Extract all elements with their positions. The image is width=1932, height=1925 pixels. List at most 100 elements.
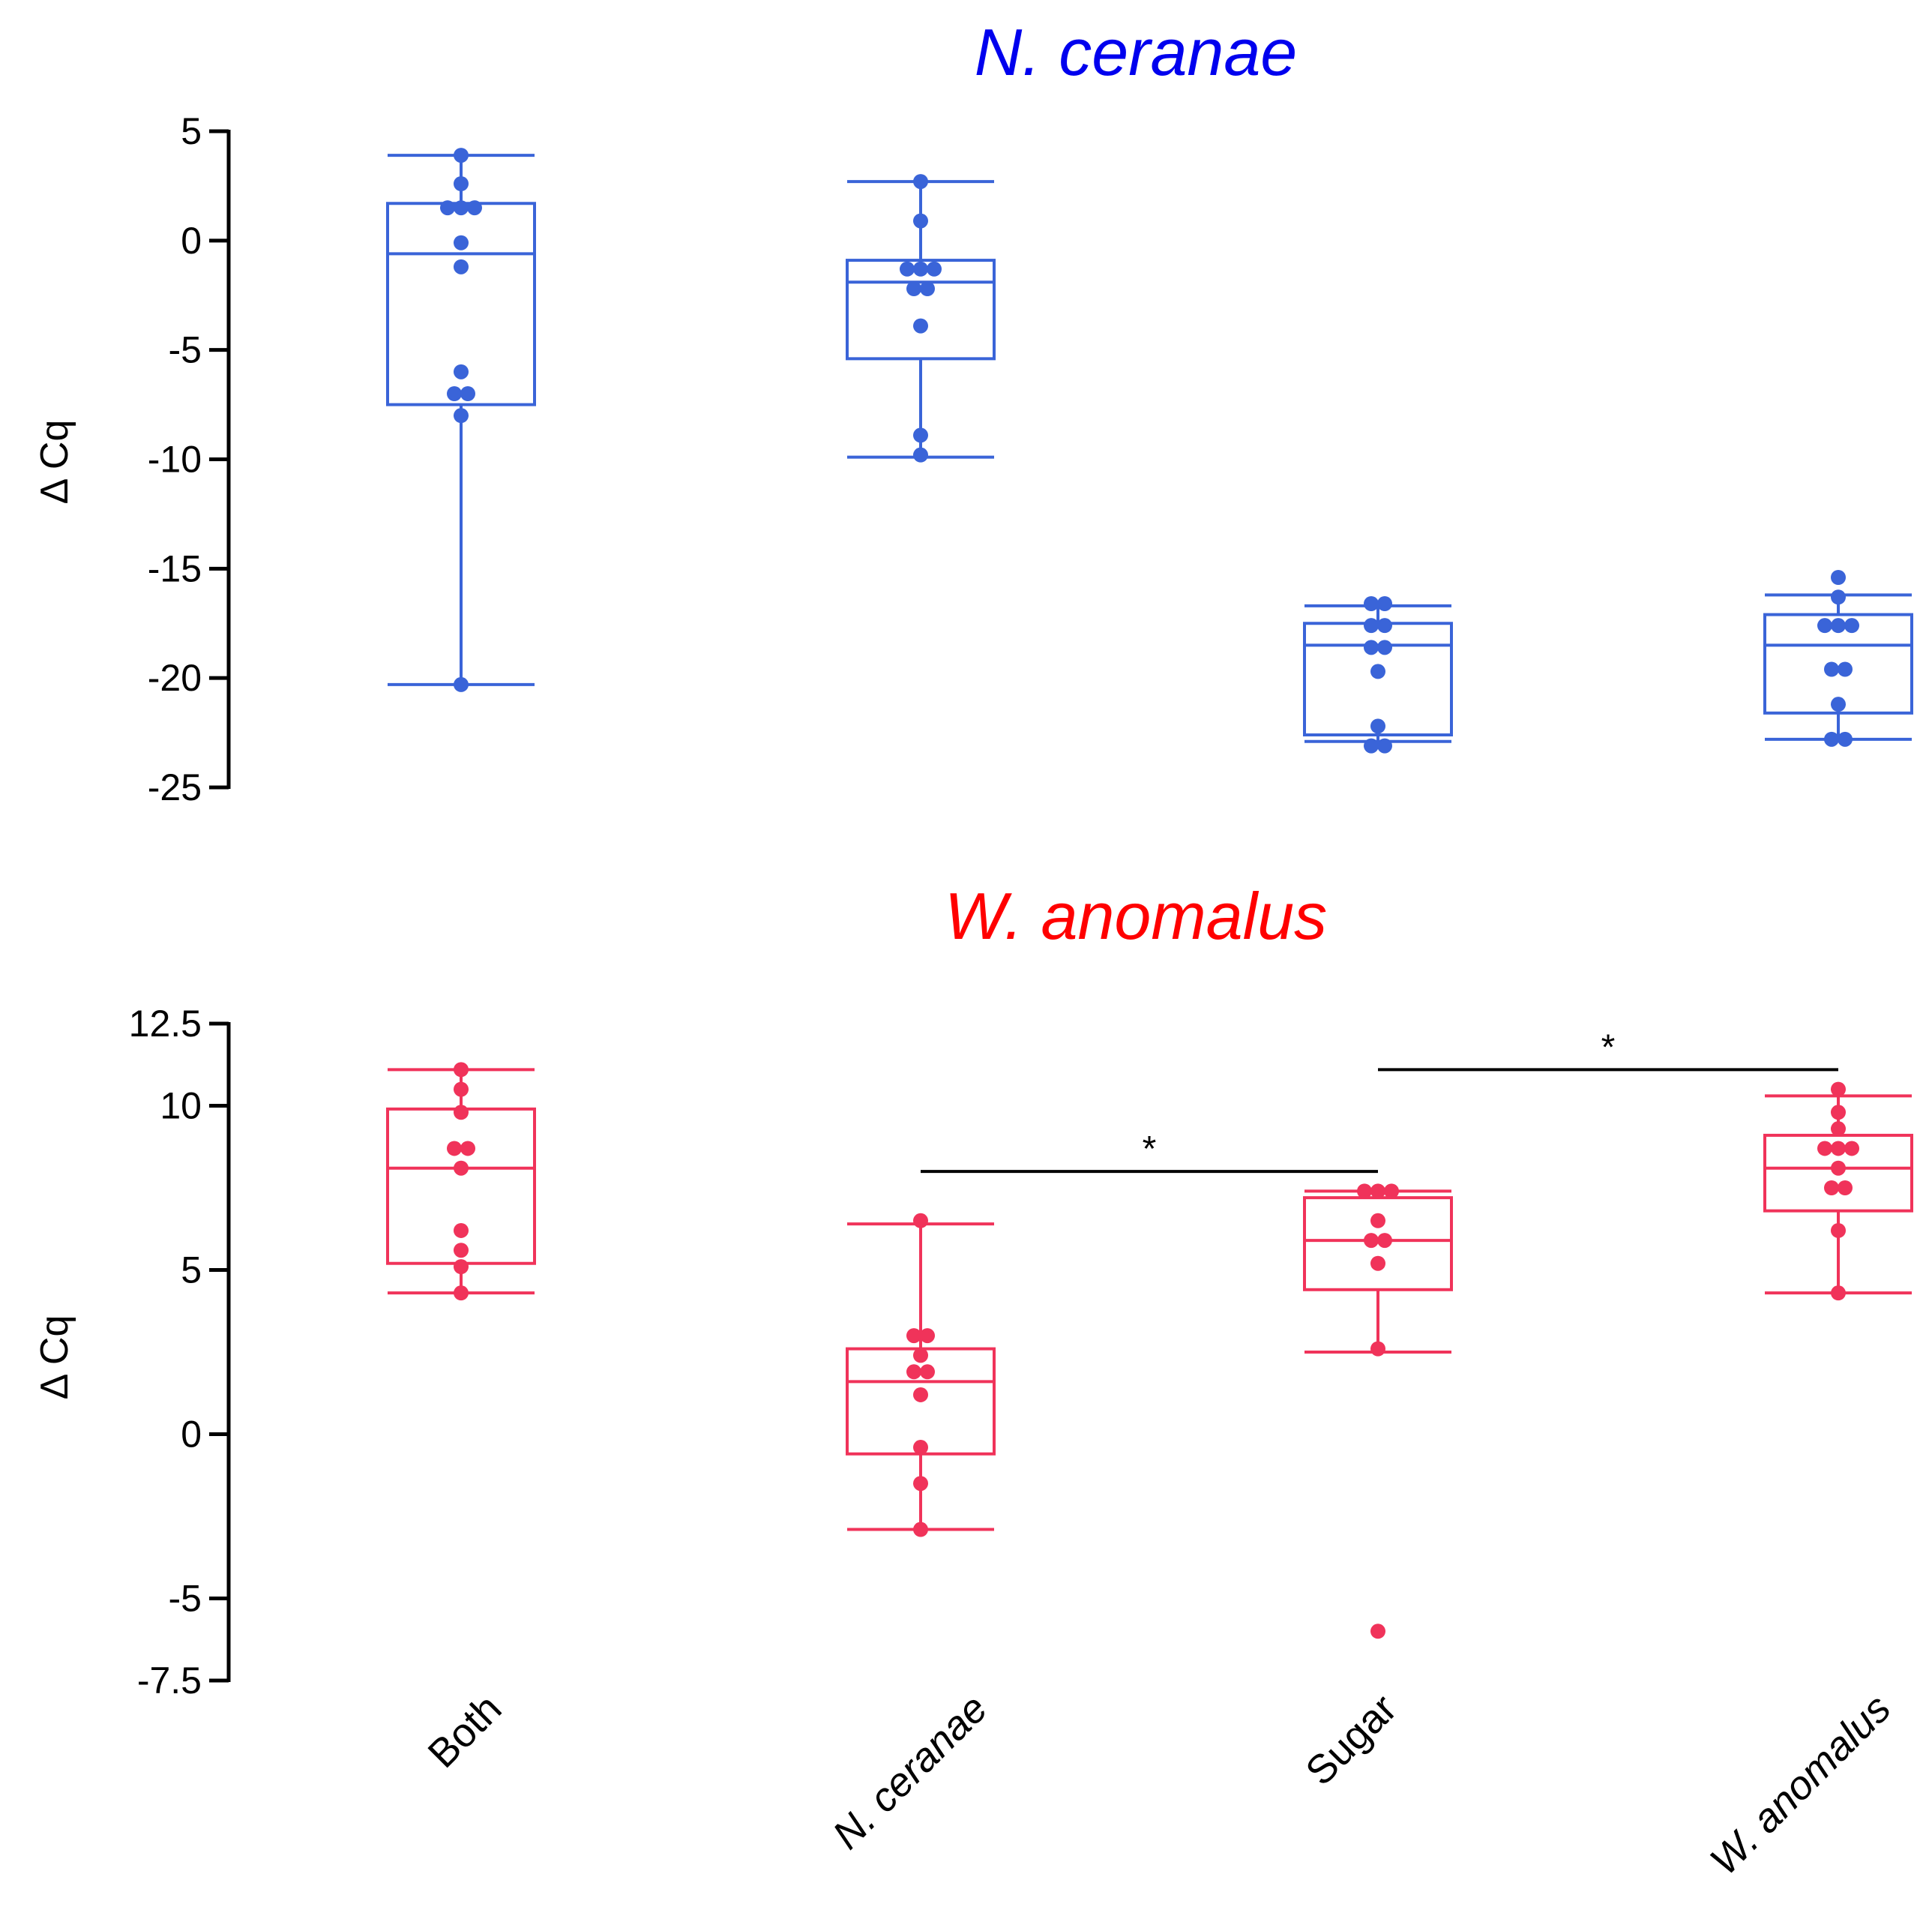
y-tick-label: -5 bbox=[169, 329, 202, 371]
data-point bbox=[913, 1348, 928, 1363]
box-n-ceranae bbox=[846, 1213, 996, 1537]
data-point bbox=[1838, 731, 1853, 747]
data-point bbox=[1377, 738, 1392, 754]
data-point bbox=[460, 1141, 475, 1156]
y-axis: 12.5 10 5 0 -5 -7.5 bbox=[129, 1003, 231, 1702]
data-point bbox=[1370, 1255, 1385, 1271]
y-axis-label: Δ Cq bbox=[33, 420, 76, 505]
data-point bbox=[1831, 1160, 1846, 1176]
data-point bbox=[454, 176, 469, 191]
box-iqr bbox=[1303, 622, 1453, 736]
plot-marks: ** bbox=[386, 1027, 1913, 1639]
y-tick-label: -7.5 bbox=[137, 1660, 202, 1702]
data-point bbox=[1838, 1180, 1853, 1195]
data-point bbox=[913, 1440, 928, 1456]
data-point bbox=[920, 281, 935, 296]
box-both bbox=[386, 148, 536, 692]
data-point bbox=[454, 1105, 469, 1120]
data-point bbox=[454, 1259, 469, 1275]
data-point bbox=[454, 1243, 469, 1258]
data-point bbox=[1370, 1183, 1385, 1199]
data-point bbox=[454, 200, 469, 216]
data-point bbox=[906, 1364, 921, 1380]
box-w-anomalus bbox=[1763, 570, 1913, 747]
data-point bbox=[1370, 1341, 1385, 1357]
data-point bbox=[454, 676, 469, 692]
y-tick-label: -25 bbox=[148, 766, 202, 808]
significance-star: * bbox=[1601, 1027, 1616, 1067]
data-point bbox=[447, 1141, 462, 1156]
data-point bbox=[1831, 1222, 1846, 1238]
data-point bbox=[1377, 618, 1392, 634]
data-point bbox=[1364, 596, 1379, 611]
data-point bbox=[1831, 1105, 1846, 1120]
panel-title: N. ceranae bbox=[975, 15, 1297, 89]
data-point bbox=[1817, 618, 1832, 634]
y-tick-label: -5 bbox=[169, 1578, 202, 1620]
y-axis: 5 0 -5 -10 -15 -20 -25 bbox=[148, 110, 231, 808]
data-point bbox=[913, 261, 928, 277]
data-point bbox=[454, 1160, 469, 1176]
data-point bbox=[454, 1222, 469, 1238]
data-point bbox=[1831, 1081, 1846, 1097]
data-point bbox=[913, 1522, 928, 1537]
data-point bbox=[1824, 731, 1839, 747]
panel-title: W. anomalus bbox=[945, 879, 1327, 953]
box-n-ceranae bbox=[846, 174, 996, 463]
box-sugar bbox=[1303, 1183, 1453, 1639]
data-point bbox=[1831, 1141, 1846, 1156]
data-point bbox=[467, 200, 482, 216]
box-iqr bbox=[1763, 613, 1913, 715]
box-iqr bbox=[386, 1107, 536, 1265]
data-point bbox=[906, 281, 921, 296]
data-point bbox=[913, 213, 928, 229]
data-point bbox=[1357, 1183, 1372, 1199]
data-point bbox=[900, 261, 915, 277]
data-point bbox=[913, 1387, 928, 1402]
data-point bbox=[447, 386, 462, 401]
box-iqr bbox=[1303, 1196, 1453, 1291]
data-point bbox=[454, 364, 469, 379]
data-point bbox=[454, 235, 469, 250]
data-point bbox=[1364, 738, 1379, 754]
data-point bbox=[1377, 596, 1392, 611]
x-tick-label-n-ceranae: N. ceranae bbox=[824, 1686, 996, 1858]
data-point bbox=[454, 1062, 469, 1078]
data-point bbox=[927, 261, 942, 277]
y-tick-label: -15 bbox=[148, 547, 202, 589]
data-point bbox=[906, 1328, 921, 1344]
y-tick-label: 5 bbox=[181, 1249, 202, 1291]
data-point bbox=[454, 148, 469, 163]
data-point bbox=[913, 427, 928, 443]
x-tick-label-both: Both bbox=[420, 1686, 511, 1777]
y-tick-label: 0 bbox=[181, 220, 202, 262]
significance-sugar-w-anomalus: * bbox=[1378, 1027, 1838, 1072]
data-point bbox=[913, 174, 928, 190]
data-point bbox=[913, 1213, 928, 1228]
significance-n-ceranae-sugar: * bbox=[921, 1129, 1378, 1174]
box-iqr bbox=[846, 259, 996, 361]
data-point bbox=[1838, 661, 1853, 677]
plot-marks bbox=[386, 148, 1913, 754]
box-w-anomalus bbox=[1763, 1081, 1913, 1301]
y-tick-label: -10 bbox=[148, 439, 202, 481]
y-tick-label: 12.5 bbox=[129, 1003, 202, 1045]
panel-n-ceranae: N. ceranae 5 0 -5 -10 -15 -20 -25 Δ Cq bbox=[33, 15, 1913, 808]
data-point bbox=[1817, 1141, 1832, 1156]
significance-star: * bbox=[1143, 1129, 1157, 1169]
data-point bbox=[1377, 1233, 1392, 1249]
data-point bbox=[1831, 1121, 1846, 1137]
data-point bbox=[1370, 1213, 1385, 1228]
data-point bbox=[920, 1328, 935, 1344]
data-point bbox=[1844, 1141, 1859, 1156]
data-point bbox=[460, 386, 475, 401]
data-point bbox=[1831, 697, 1846, 712]
y-tick-label: -20 bbox=[148, 657, 202, 699]
data-point bbox=[913, 318, 928, 334]
data-point bbox=[454, 1081, 469, 1097]
data-point bbox=[913, 447, 928, 463]
data-point bbox=[1384, 1183, 1399, 1199]
box-sugar bbox=[1303, 596, 1453, 754]
data-point bbox=[1364, 1233, 1379, 1249]
